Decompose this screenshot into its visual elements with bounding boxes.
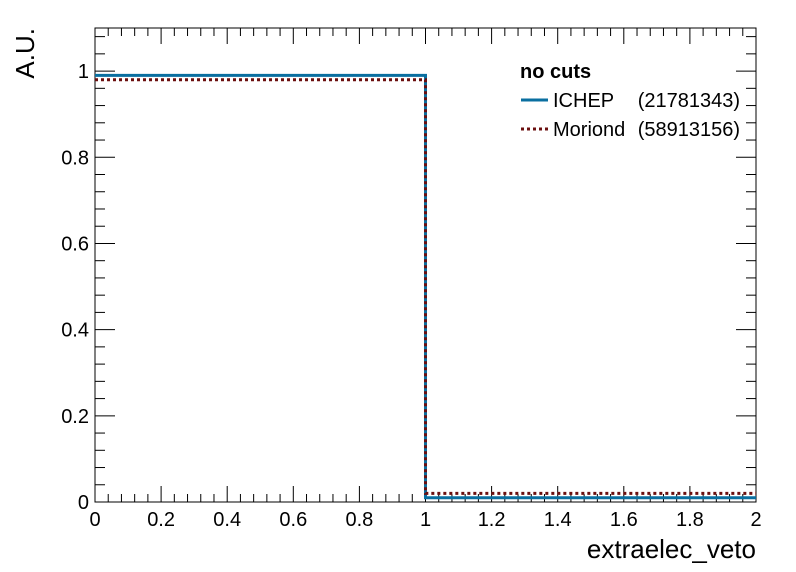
y-tick-label: 0.6 (61, 233, 89, 255)
x-tick-label: 0.6 (279, 509, 307, 531)
x-tick-label: 0.2 (147, 509, 175, 531)
y-axis-title: A.U. (10, 28, 40, 79)
x-tick-label: 2 (750, 509, 761, 531)
x-tick-label: 1.4 (544, 509, 572, 531)
legend-label-moriond: Moriond (553, 119, 625, 141)
x-tick-label: 1.2 (478, 509, 506, 531)
x-tick-label: 0.4 (213, 509, 241, 531)
y-tick-label: 0.2 (61, 406, 89, 428)
legend-header: no cuts (520, 61, 591, 83)
x-tick-labels: 0 0.2 0.4 0.6 0.8 1 1.2 1.4 1.6 1.8 2 (89, 509, 761, 531)
series-line-ichep (95, 73, 756, 500)
y-tick-labels: 0 0.2 0.4 0.6 0.8 1 (61, 61, 89, 514)
axis-ticks (94, 28, 757, 503)
y-tick-label: 1 (78, 61, 89, 83)
x-tick-label: 1 (420, 509, 431, 531)
x-tick-label: 1.6 (610, 509, 638, 531)
x-axis-title: extraelec_veto (587, 534, 756, 564)
x-tick-label: 0.8 (345, 509, 373, 531)
legend: no cuts ICHEP (21781343) Moriond (589131… (520, 61, 740, 141)
x-tick-label: 0 (89, 509, 100, 531)
x-tick-label: 1.8 (676, 509, 704, 531)
y-tick-label: 0.4 (61, 320, 89, 342)
series-group (95, 73, 756, 500)
y-tick-label: 0.8 (61, 147, 89, 169)
y-tick-label: 0 (78, 492, 89, 514)
legend-count-ichep: (21781343) (638, 90, 740, 112)
legend-count-moriond: (58913156) (638, 119, 740, 141)
legend-label-ichep: ICHEP (553, 90, 614, 112)
